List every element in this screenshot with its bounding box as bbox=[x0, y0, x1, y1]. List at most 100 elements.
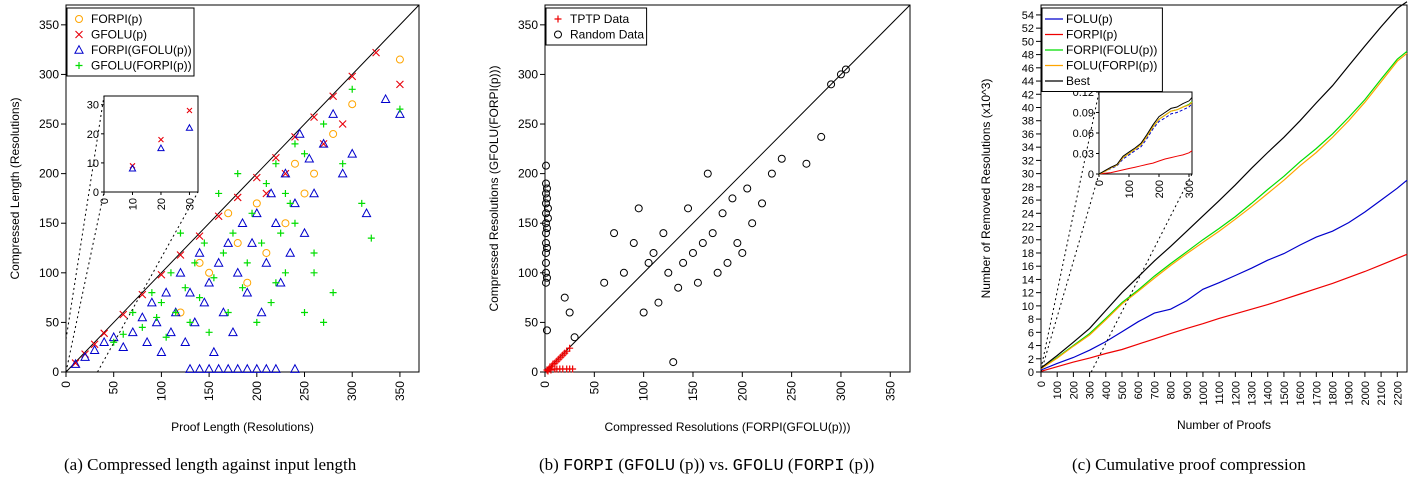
series-random-data bbox=[541, 65, 850, 367]
y-tick-label: 50 bbox=[46, 315, 60, 329]
data-point bbox=[669, 358, 678, 367]
data-point bbox=[541, 209, 550, 218]
data-point bbox=[285, 247, 296, 257]
x-tick-label: 1200 bbox=[1230, 381, 1242, 405]
y-tick-label: 22 bbox=[1022, 222, 1034, 234]
data-point bbox=[380, 93, 391, 104]
caption-b-forpi2: FORPI bbox=[793, 457, 845, 476]
y-tick-label: 50 bbox=[1022, 36, 1034, 48]
data-point bbox=[234, 170, 242, 178]
y-tick-label: 300 bbox=[518, 67, 538, 81]
data-point bbox=[270, 217, 281, 228]
data-point bbox=[542, 184, 551, 193]
inset-data-point bbox=[185, 123, 194, 131]
data-point bbox=[210, 274, 218, 282]
data-point bbox=[248, 209, 256, 217]
data-point bbox=[301, 150, 309, 158]
data-point bbox=[252, 199, 261, 208]
data-point bbox=[348, 100, 357, 109]
series-gfolu-p- bbox=[71, 48, 404, 367]
legend-box bbox=[1041, 7, 1163, 92]
y-tick-label: 300 bbox=[39, 67, 59, 81]
data-point bbox=[629, 239, 638, 248]
data-point bbox=[367, 234, 375, 242]
data-point bbox=[242, 363, 253, 373]
data-point bbox=[304, 153, 315, 163]
data-point bbox=[80, 351, 91, 361]
plot-frame bbox=[1040, 4, 1408, 373]
data-point bbox=[541, 179, 550, 188]
data-point bbox=[639, 308, 648, 317]
data-point bbox=[299, 227, 310, 237]
data-point bbox=[261, 363, 272, 373]
x-tick-label: 900 bbox=[1182, 381, 1194, 399]
data-point bbox=[247, 237, 257, 247]
y-tick-label: 18 bbox=[1022, 248, 1034, 260]
y-tick-label: 100 bbox=[518, 266, 538, 280]
inset-leader bbox=[1040, 91, 1100, 369]
data-point bbox=[110, 338, 118, 346]
y-tick-label: 40 bbox=[1022, 102, 1034, 114]
data-point bbox=[286, 199, 294, 207]
data-point bbox=[541, 189, 550, 198]
x-tick-label: 2000 bbox=[1360, 381, 1372, 405]
data-point bbox=[634, 204, 643, 213]
data-point bbox=[541, 278, 550, 287]
y-tick-label: 28 bbox=[1022, 182, 1034, 194]
x-tick-label: 200 bbox=[735, 381, 749, 401]
data-point bbox=[328, 108, 339, 118]
diagonal-line bbox=[544, 4, 911, 373]
x-tick-label: 800 bbox=[1166, 381, 1178, 399]
data-point bbox=[71, 359, 80, 367]
data-point bbox=[153, 313, 161, 321]
x-tick-label: 250 bbox=[298, 381, 312, 401]
data-point bbox=[310, 249, 318, 257]
data-point bbox=[243, 278, 252, 287]
data-point bbox=[272, 160, 280, 168]
y-tick-label: 14 bbox=[1022, 274, 1034, 286]
data-point bbox=[267, 299, 275, 307]
x-tick-label: 300 bbox=[1085, 381, 1097, 399]
caption-c: (c) Cumulative proof compression bbox=[1072, 455, 1306, 474]
data-point bbox=[841, 65, 850, 74]
x-tick-label: 100 bbox=[1052, 381, 1064, 399]
data-point bbox=[119, 330, 127, 338]
series-forpi-p- bbox=[176, 55, 404, 317]
data-point bbox=[541, 258, 550, 267]
data-point bbox=[329, 289, 337, 297]
y-tick-label: 200 bbox=[518, 167, 538, 181]
data-point bbox=[280, 168, 291, 178]
x-tick-label: 1800 bbox=[1328, 381, 1340, 405]
y-tick-label: 4 bbox=[1028, 341, 1034, 353]
caption-b-mid: (p)) vs. bbox=[675, 455, 733, 474]
data-point bbox=[544, 367, 552, 375]
x-tick-label: 150 bbox=[202, 381, 216, 401]
inset-leader bbox=[1090, 173, 1193, 373]
legend-label: Best bbox=[1066, 74, 1091, 88]
data-point bbox=[233, 239, 242, 248]
inset-y-tick-label: 0.03 bbox=[1073, 149, 1094, 161]
x-tick-label: 600 bbox=[1133, 381, 1145, 399]
data-point bbox=[664, 268, 673, 277]
data-point bbox=[204, 363, 215, 373]
data-point bbox=[157, 299, 165, 307]
x-tick-label: 250 bbox=[785, 381, 799, 401]
inset-leader bbox=[65, 191, 105, 373]
y-tick-label: 200 bbox=[39, 167, 59, 181]
data-point bbox=[329, 129, 338, 138]
data-point bbox=[119, 310, 128, 319]
data-point bbox=[205, 268, 214, 277]
inset-series-line bbox=[1098, 97, 1193, 175]
y-axis-label: Number of Removed Resolutions (x10^3) bbox=[979, 79, 993, 299]
data-point bbox=[156, 346, 167, 356]
data-point bbox=[300, 189, 309, 198]
caption-b-gfolu: GFOLU bbox=[624, 457, 676, 476]
data-point bbox=[181, 284, 189, 292]
data-point bbox=[214, 212, 223, 221]
inset-frame bbox=[1098, 91, 1193, 175]
data-point bbox=[200, 239, 208, 247]
inset-series-line bbox=[1098, 101, 1193, 175]
caption-b-open2: ( bbox=[783, 455, 794, 474]
data-point bbox=[372, 48, 380, 57]
